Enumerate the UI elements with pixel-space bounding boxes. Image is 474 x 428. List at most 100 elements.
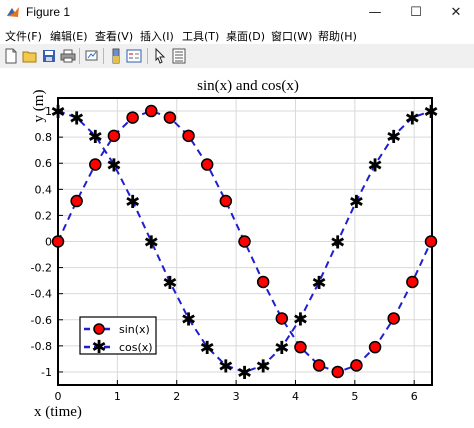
data-point-cosx: ✱ — [349, 192, 364, 213]
x-tick-label: 4 — [292, 390, 299, 403]
y-tick-label: 1 — [45, 105, 52, 118]
link-plot-icon[interactable] — [83, 47, 101, 65]
series-layer: ✱ ✱✱✱✱✱✱✱✱✱ ✱ ✱✱✱✱✱✱✱✱✱ ✱ — [50, 102, 438, 384]
data-point-sinx — [89, 158, 102, 171]
series-line-cosx — [57, 110, 432, 374]
y-tick-label: -0.2 — [31, 262, 52, 275]
window-title: Figure 1 — [26, 5, 71, 19]
y-tick-label: 0.6 — [35, 157, 53, 170]
toolbar-separator — [79, 48, 80, 64]
chart-title: sin(x) and cos(x) — [197, 78, 299, 94]
data-point-cosx: ✱ — [237, 363, 252, 384]
print-icon[interactable] — [59, 47, 77, 65]
menu-view[interactable]: 查看(V) — [95, 30, 134, 43]
maximize-button[interactable]: ☐ — [410, 4, 422, 20]
data-point-sinx — [163, 111, 177, 124]
y-tick-label: -1 — [41, 366, 52, 379]
data-point-cosx: ✱ — [88, 127, 103, 148]
y-axis-label: y (m) — [31, 90, 47, 123]
menu-tools[interactable]: 工具(T) — [182, 30, 220, 43]
x-tick-label: 6 — [411, 390, 418, 403]
data-point-sinx — [238, 235, 251, 248]
x-tick-label: 0 — [55, 390, 62, 403]
menu-window[interactable]: 窗口(W) — [271, 30, 313, 43]
legend[interactable]: sin(x) ✱ cos(x) — [79, 316, 157, 358]
matlab-icon — [7, 7, 19, 17]
menu-insert[interactable]: 插入(I) — [140, 30, 174, 43]
y-tick-label: 0.4 — [35, 183, 53, 196]
x-axis-label: x (time) — [34, 404, 82, 420]
legend-marker-sin — [93, 323, 105, 335]
data-point-sinx — [312, 359, 326, 372]
menu-edit[interactable]: 编辑(E) — [50, 30, 88, 43]
y-tick-label: 0.8 — [35, 131, 53, 144]
menu-help[interactable]: 帮助(H) — [318, 30, 357, 43]
data-point-cosx: ✱ — [368, 156, 383, 177]
data-point-cosx: ✱ — [293, 309, 308, 330]
x-tick-label: 1 — [114, 390, 121, 403]
data-point-cosx: ✱ — [330, 233, 345, 254]
property-inspector-icon[interactable] — [170, 47, 188, 65]
open-file-icon[interactable] — [21, 47, 39, 65]
data-point-cosx: ✱ — [256, 356, 271, 377]
data-point-sinx — [200, 158, 214, 171]
data-point-sinx — [182, 129, 195, 143]
toolbar — [0, 44, 474, 69]
legend-box — [79, 316, 157, 355]
data-point-cosx: ✱ — [106, 156, 121, 177]
data-point-cosx: ✱ — [274, 338, 289, 359]
y-tick-label: -0.8 — [31, 340, 52, 353]
legend-entry-cos: ✱ cos(x) — [84, 337, 153, 358]
data-point-sinx — [368, 340, 382, 354]
legend-marker-cos: ✱ — [91, 337, 106, 358]
data-point-cosx: ✱ — [405, 109, 420, 130]
data-point-sinx — [406, 275, 419, 289]
menu-bar: 文件(F) 编辑(E) 查看(V) 插入(I) 工具(T) 桌面(D) 窗口(W… — [0, 26, 474, 44]
figure-canvas[interactable]: 0 1 2 3 4 5 6 -1 -0.8 -0.6 -0.4 -0.2 0 0.2 0.4 0.6 0.8 1 … — [0, 68, 474, 424]
data-point-cosx: ✱ — [162, 273, 177, 294]
data-point-sinx — [219, 194, 233, 208]
y-tick-label: -0.4 — [31, 288, 52, 301]
data-point-sinx — [70, 194, 83, 208]
minimize-button[interactable]: — — [368, 4, 382, 20]
x-tick-label: 5 — [351, 390, 358, 403]
data-point-sinx — [275, 312, 289, 325]
y-tick-label: -0.6 — [31, 314, 52, 327]
data-point-cosx: ✱ — [218, 356, 233, 377]
data-point-sinx — [294, 340, 307, 354]
edit-plot-icon[interactable] — [151, 47, 169, 65]
data-point-sinx — [350, 359, 363, 372]
data-point-cosx: ✱ — [200, 338, 215, 359]
legend-label-cos: cos(x) — [119, 341, 153, 354]
data-point-sinx — [331, 365, 344, 379]
insert-colorbar-icon[interactable] — [107, 47, 125, 65]
data-point-cosx: ✱ — [125, 192, 140, 213]
y-tick-label: 0 — [45, 236, 52, 249]
data-point-sinx — [107, 129, 121, 143]
legend-label-sin: sin(x) — [119, 323, 150, 336]
close-button[interactable]: ✕ — [450, 4, 462, 20]
data-point-cosx: ✱ — [144, 233, 159, 254]
new-figure-icon[interactable] — [2, 47, 20, 65]
menu-file[interactable]: 文件(F) — [5, 30, 42, 43]
menu-desktop[interactable]: 桌面(D) — [226, 30, 266, 43]
plot-area[interactable]: 0 1 2 3 4 5 6-1-0.8-0.6-0.4-0.200.20.40.60.81 … — [0, 68, 474, 424]
data-point-sinx — [126, 111, 139, 124]
x-tick-label: 2 — [173, 390, 180, 403]
series-line-sinx — [57, 109, 432, 374]
data-point-sinx — [424, 235, 438, 248]
insert-legend-icon[interactable] — [125, 47, 143, 65]
data-point-cosx: ✱ — [181, 309, 196, 330]
x-tick-label: 3 — [233, 390, 240, 403]
title-bar[interactable]: Figure 1 — ☐ ✕ — [0, 0, 474, 26]
toolbar-separator — [147, 48, 148, 64]
data-point-sinx — [145, 104, 158, 118]
data-point-sinx — [51, 235, 65, 248]
data-point-cosx: ✱ — [69, 109, 84, 130]
toolbar-separator — [103, 48, 104, 64]
data-point-sinx — [256, 275, 270, 289]
y-tick-label: 0.2 — [35, 209, 53, 222]
data-point-cosx: ✱ — [423, 102, 438, 123]
save-icon[interactable] — [40, 47, 58, 65]
